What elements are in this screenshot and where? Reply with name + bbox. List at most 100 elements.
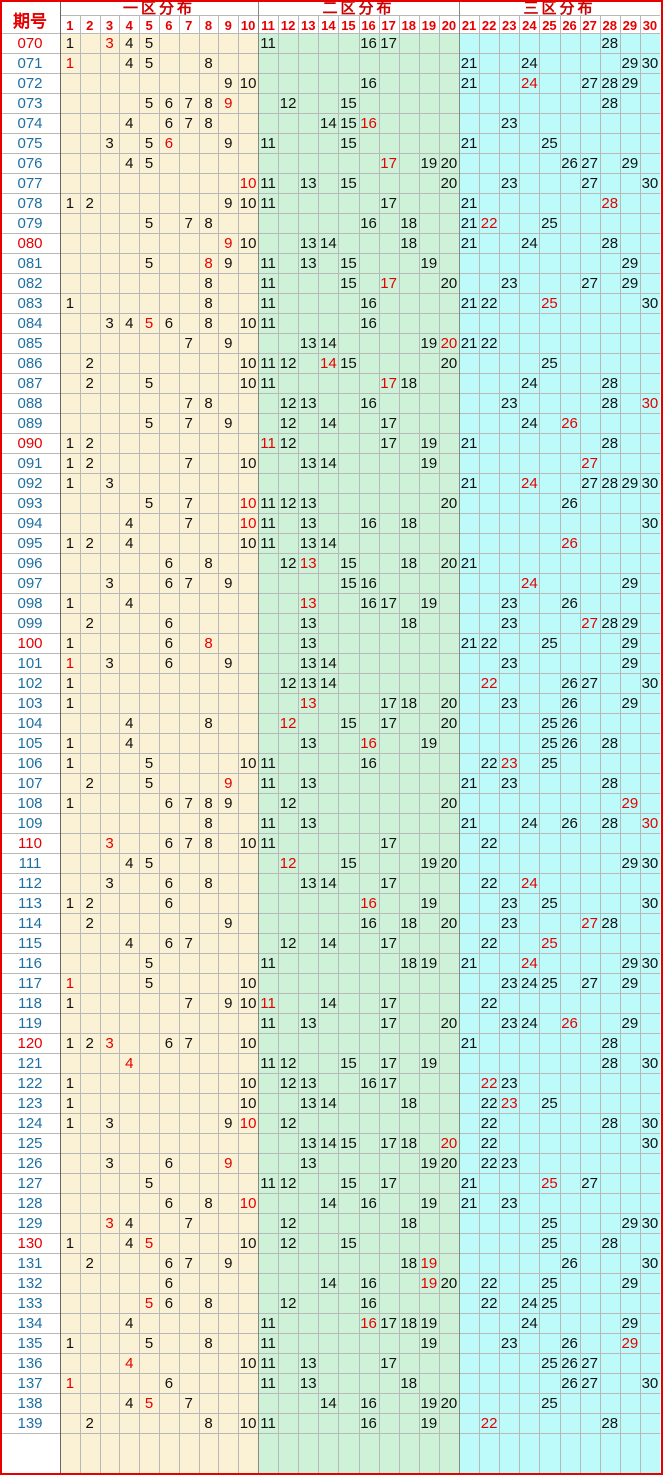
drawn-number: 13	[300, 675, 317, 692]
drawn-number: 9	[224, 335, 232, 352]
drawn-number: 28	[601, 815, 618, 832]
drawn-number: 16	[360, 395, 377, 412]
drawn-number: 30	[642, 175, 659, 192]
drawn-number: 12	[280, 1115, 297, 1132]
drawn-number: 21	[461, 195, 478, 212]
drawn-number: 4	[125, 35, 133, 52]
drawn-number: 27	[581, 455, 598, 472]
period-number: 119	[18, 1015, 42, 1032]
drawn-number: 11	[260, 1415, 276, 1432]
drawn-number: 2	[86, 535, 94, 552]
drawn-number: 1	[66, 435, 74, 452]
drawn-number: 1	[66, 635, 74, 652]
drawn-number: 24	[521, 1015, 538, 1032]
drawn-number: 13	[300, 535, 317, 552]
drawn-number: 8	[204, 875, 212, 892]
drawn-number: 4	[125, 935, 133, 952]
drawn-number: 7	[185, 395, 193, 412]
column-header-number: 26	[562, 18, 576, 33]
drawn-number: 16	[360, 1075, 377, 1092]
drawn-number: 17	[380, 275, 397, 292]
drawn-number: 28	[601, 1415, 618, 1432]
drawn-number: 22	[481, 1295, 498, 1312]
drawn-number: 10	[240, 315, 257, 332]
drawn-number: 6	[165, 835, 173, 852]
drawn-number: 7	[185, 515, 193, 532]
drawn-number: 9	[224, 655, 232, 672]
drawn-number: 6	[165, 1295, 173, 1312]
drawn-number: 30	[642, 1055, 659, 1072]
drawn-number: 7	[185, 835, 193, 852]
drawn-number: 28	[601, 435, 618, 452]
drawn-number: 6	[165, 115, 173, 132]
drawn-number: 29	[622, 655, 639, 672]
drawn-number: 18	[400, 615, 417, 632]
drawn-number: 21	[461, 635, 478, 652]
drawn-number: 24	[521, 475, 538, 492]
drawn-number: 22	[481, 935, 498, 952]
zone2-background	[258, 0, 459, 1475]
drawn-number: 18	[400, 1095, 417, 1112]
drawn-number: 16	[360, 515, 377, 532]
drawn-number: 4	[125, 735, 133, 752]
drawn-number: 16	[360, 295, 377, 312]
drawn-number: 27	[581, 915, 598, 932]
drawn-number: 22	[481, 335, 498, 352]
drawn-number: 20	[441, 335, 458, 352]
drawn-number: 21	[461, 475, 478, 492]
drawn-number: 14	[320, 1275, 337, 1292]
drawn-number: 30	[642, 1215, 659, 1232]
column-header-number: 17	[381, 18, 395, 33]
period-number: 074	[17, 115, 42, 132]
drawn-number: 28	[601, 615, 618, 632]
drawn-number: 1	[66, 1115, 74, 1132]
drawn-number: 9	[224, 775, 232, 792]
drawn-number: 4	[125, 1055, 133, 1072]
drawn-number: 14	[320, 115, 337, 132]
drawn-number: 25	[541, 715, 558, 732]
drawn-number: 10	[240, 375, 257, 392]
period-number: 123	[17, 1095, 42, 1112]
period-number: 130	[17, 1235, 42, 1252]
drawn-number: 21	[461, 1035, 478, 1052]
drawn-number: 1	[66, 55, 74, 72]
drawn-number: 10	[240, 75, 257, 92]
drawn-number: 30	[642, 955, 659, 972]
drawn-number: 29	[622, 1315, 639, 1332]
drawn-number: 13	[300, 875, 317, 892]
drawn-number: 26	[561, 1255, 578, 1272]
drawn-number: 28	[601, 395, 618, 412]
drawn-number: 13	[300, 655, 317, 672]
drawn-number: 14	[320, 455, 337, 472]
drawn-number: 18	[400, 915, 417, 932]
drawn-number: 24	[521, 375, 538, 392]
drawn-number: 18	[400, 515, 417, 532]
drawn-number: 26	[561, 1335, 578, 1352]
period-number: 102	[17, 675, 42, 692]
drawn-number: 11	[260, 495, 276, 512]
drawn-number: 22	[481, 995, 498, 1012]
drawn-number: 7	[185, 1255, 193, 1272]
column-header-number: 28	[603, 18, 617, 33]
drawn-number: 1	[66, 295, 74, 312]
drawn-number: 11	[260, 175, 276, 192]
drawn-number: 5	[145, 55, 153, 72]
drawn-number: 26	[561, 535, 578, 552]
drawn-number: 20	[441, 1135, 458, 1152]
drawn-number: 10	[240, 1195, 257, 1212]
drawn-number: 4	[125, 855, 133, 872]
drawn-number: 4	[125, 1235, 133, 1252]
drawn-number: 10	[240, 515, 257, 532]
drawn-number: 6	[165, 555, 173, 572]
drawn-number: 19	[421, 335, 438, 352]
drawn-number: 7	[185, 455, 193, 472]
drawn-number: 5	[145, 215, 153, 232]
drawn-number: 25	[541, 735, 558, 752]
drawn-number: 10	[240, 455, 257, 472]
drawn-number: 30	[642, 295, 659, 312]
drawn-number: 20	[441, 715, 458, 732]
period-number: 099	[17, 615, 42, 632]
drawn-number: 23	[501, 1015, 518, 1032]
period-number: 126	[17, 1155, 42, 1172]
drawn-number: 11	[260, 995, 276, 1012]
